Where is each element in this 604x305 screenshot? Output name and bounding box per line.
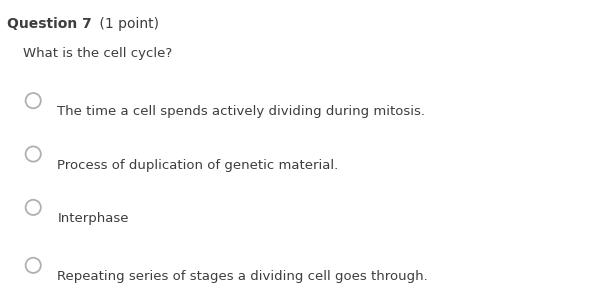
Point	[28, 98, 38, 103]
Text: The time a cell spends actively dividing during mitosis.: The time a cell spends actively dividing…	[57, 105, 425, 118]
Point	[28, 152, 38, 156]
Text: Question 7: Question 7	[7, 17, 92, 31]
Point	[28, 263, 38, 268]
Text: Interphase: Interphase	[57, 212, 129, 225]
Text: Repeating series of stages a dividing cell goes through.: Repeating series of stages a dividing ce…	[57, 270, 428, 283]
Text: (1 point): (1 point)	[95, 17, 159, 31]
Text: What is the cell cycle?: What is the cell cycle?	[23, 47, 172, 60]
Text: Process of duplication of genetic material.: Process of duplication of genetic materi…	[57, 159, 339, 172]
Point	[28, 205, 38, 210]
